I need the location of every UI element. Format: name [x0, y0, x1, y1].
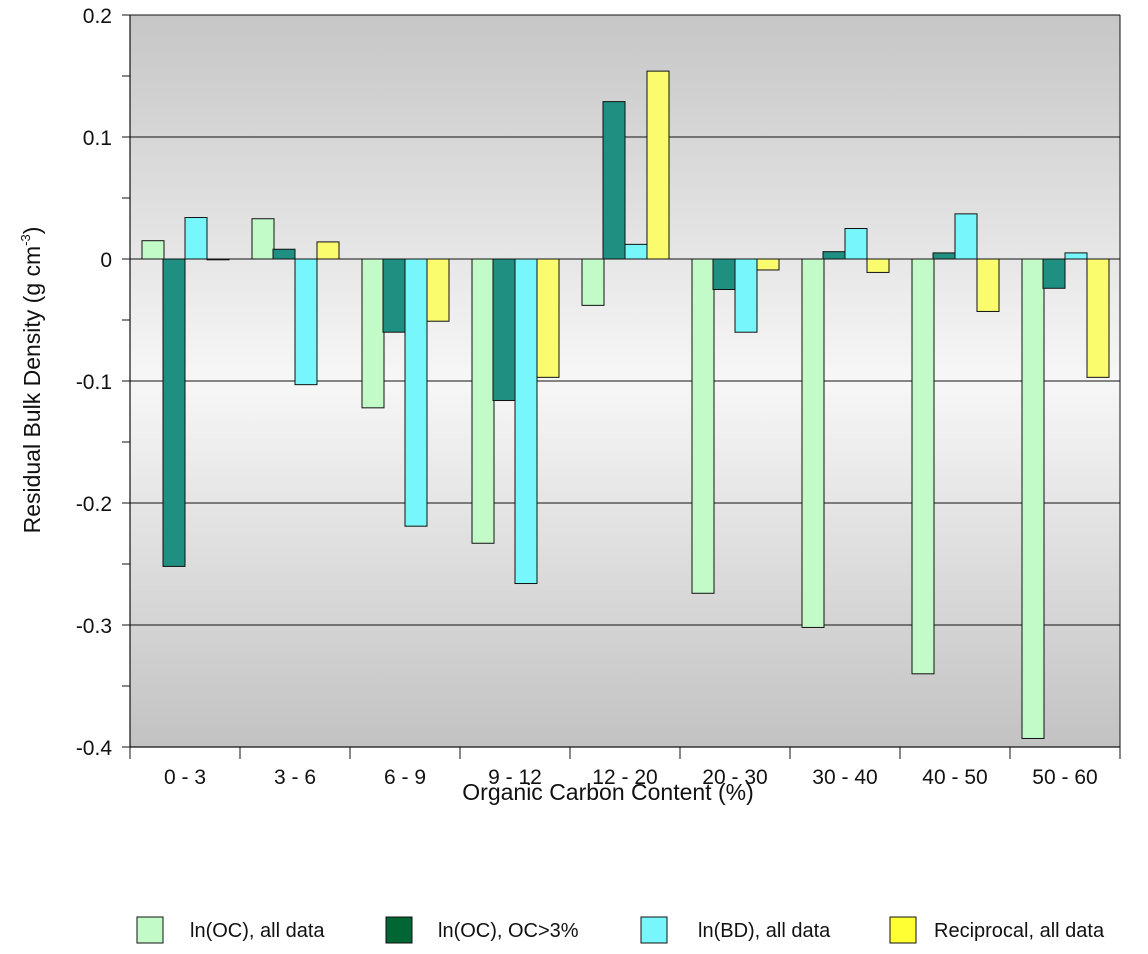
y-tick-label: 0.2 — [83, 5, 112, 28]
bar — [581, 258, 605, 306]
bar — [932, 252, 956, 260]
bar — [426, 258, 450, 322]
bar — [141, 240, 165, 260]
legend-label: ln(OC), OC>3% — [438, 920, 579, 942]
y-tick-label: -0.1 — [76, 371, 112, 394]
x-tick-label: 20 - 30 — [702, 766, 767, 789]
y-tick-label: -0.2 — [76, 493, 112, 516]
bar — [536, 258, 560, 378]
bar — [184, 217, 208, 260]
bar — [294, 258, 318, 386]
bar — [976, 258, 1000, 312]
legend-item: ln(BD), all data — [640, 916, 831, 944]
legend-label: ln(OC), all data — [190, 920, 325, 942]
x-tick-label: 3 - 6 — [274, 766, 316, 789]
bar — [251, 218, 275, 260]
bar — [866, 258, 890, 273]
y-tick-labels: 0.2 0.1 0 -0.1 -0.2 -0.3 -0.4 — [76, 5, 113, 760]
bar — [911, 258, 935, 675]
bar — [734, 258, 758, 333]
legend-item: ln(OC), OC>3% — [385, 916, 579, 944]
bar — [361, 258, 385, 409]
bar — [404, 258, 428, 527]
x-tick-label: 30 - 40 — [812, 766, 877, 789]
y-tick-label: 0 — [100, 249, 112, 272]
bar — [471, 258, 495, 544]
x-tick-labels: 0 - 3 3 - 6 6 - 9 9 - 12 12 - 20 20 - 30 30 - … — [164, 766, 1098, 789]
bar — [822, 251, 846, 260]
bar — [206, 258, 230, 261]
bar — [646, 70, 670, 260]
bar — [756, 258, 780, 271]
bar — [691, 258, 715, 594]
legend-swatch — [889, 916, 917, 944]
bar — [1064, 252, 1088, 260]
bar — [382, 258, 406, 333]
x-tick-label: 12 - 20 — [592, 766, 657, 789]
x-tick-label: 40 - 50 — [922, 766, 987, 789]
y-axis-label: Residual Bulk Density (g cm-3) — [18, 227, 45, 534]
legend-swatch — [385, 916, 413, 944]
bar — [492, 258, 516, 402]
y-tick-label: -0.3 — [76, 615, 112, 638]
legend-swatch — [136, 916, 164, 944]
y-tick-label: -0.4 — [76, 737, 113, 760]
bar — [272, 248, 296, 260]
bar — [602, 101, 626, 260]
bar — [624, 243, 648, 260]
legend-item: Reciprocal, all data — [889, 916, 1105, 944]
legend-item: ln(OC), all data — [136, 916, 325, 944]
bar — [954, 213, 978, 260]
bar — [844, 228, 868, 260]
x-tick-label: 0 - 3 — [164, 766, 206, 789]
legend-swatch — [640, 916, 668, 944]
bars — [141, 70, 1110, 739]
bar — [514, 258, 538, 585]
x-axis-label: Organic Carbon Content (%) — [462, 779, 753, 805]
legend: ln(OC), all data ln(OC), OC>3% ln(BD), all… — [136, 916, 1105, 944]
bar — [1042, 258, 1066, 289]
bar — [712, 258, 736, 290]
legend-label: ln(BD), all data — [698, 920, 831, 942]
y-tick-label: 0.1 — [83, 127, 112, 150]
bar — [316, 241, 340, 260]
bar — [1021, 258, 1045, 739]
x-tick-label: 6 - 9 — [384, 766, 426, 789]
bar — [1086, 258, 1110, 378]
legend-label: Reciprocal, all data — [934, 920, 1105, 942]
bar — [801, 258, 825, 628]
axes — [122, 14, 1121, 759]
x-tick-label: 9 - 12 — [488, 766, 542, 789]
x-tick-label: 50 - 60 — [1032, 766, 1097, 789]
bar — [162, 258, 186, 567]
